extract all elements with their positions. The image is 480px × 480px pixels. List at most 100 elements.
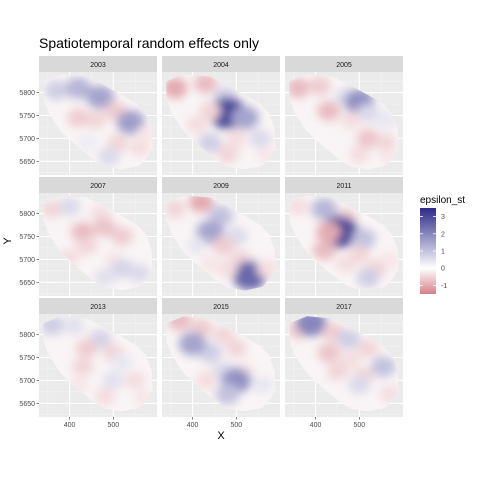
- effect-cell: [166, 77, 188, 99]
- effect-cell: [76, 339, 98, 358]
- facet-strip: [285, 298, 403, 314]
- effect-cell: [249, 129, 272, 148]
- effect-cell: [312, 240, 336, 261]
- effect-cell: [199, 101, 221, 120]
- x-tick-label: 500: [353, 422, 365, 429]
- random-effect-field: [166, 195, 276, 291]
- facet-label: 2004: [213, 62, 229, 69]
- effect-cell: [77, 134, 98, 152]
- effect-cell: [93, 268, 116, 287]
- x-tick-label: 400: [310, 422, 322, 429]
- effect-cell: [289, 197, 309, 216]
- effect-cell: [351, 228, 376, 250]
- effect-cell: [72, 357, 94, 376]
- legend: epsilon_st 3 2 1 0 -1: [420, 195, 465, 294]
- y-tick-label: 5700: [19, 257, 35, 264]
- legend-tick-label: 2: [441, 231, 445, 238]
- facet-strip: [162, 56, 280, 72]
- facet-strip: [39, 177, 157, 193]
- effect-cell: [252, 376, 273, 394]
- y-tick-label: 5700: [19, 136, 35, 143]
- effect-cell: [311, 198, 338, 220]
- facet-label: 2013: [90, 304, 106, 311]
- y-axis-title: Y: [2, 237, 14, 245]
- legend-title: epsilon_st: [420, 195, 465, 206]
- effect-cell: [186, 115, 208, 134]
- effect-cell: [196, 220, 224, 244]
- facet-label: 2009: [213, 183, 229, 190]
- effect-cell: [107, 133, 129, 152]
- effect-cell: [65, 77, 92, 99]
- effect-cell: [374, 133, 397, 152]
- effect-cell: [335, 255, 357, 273]
- effect-cell: [317, 101, 341, 121]
- facet-panel: 2007 5650 5700 5750 5800: [19, 177, 157, 296]
- facet-panel: 2005: [285, 56, 403, 175]
- facet-strip: [39, 56, 157, 72]
- effect-cell: [102, 371, 124, 390]
- facet-strip: [39, 298, 157, 314]
- effect-cell: [371, 356, 396, 378]
- effect-cell: [63, 316, 85, 335]
- effect-cell: [166, 200, 186, 219]
- effect-cell: [375, 111, 396, 129]
- facet-panel: 2011: [285, 177, 403, 296]
- x-tick-label: 500: [230, 422, 242, 429]
- effect-cell: [309, 76, 331, 96]
- effect-cell: [340, 351, 361, 369]
- effect-cell: [336, 329, 360, 350]
- effect-cell: [326, 362, 349, 381]
- effect-cell: [86, 85, 114, 109]
- y-tick-label: 5800: [19, 90, 35, 97]
- effect-cell: [111, 227, 133, 246]
- facet-panel: 2004: [162, 56, 280, 175]
- effect-cell: [85, 111, 107, 130]
- effect-cell: [317, 343, 340, 363]
- effect-cell: [212, 236, 235, 255]
- x-axis-title: X: [217, 430, 225, 442]
- x-tick-label: 500: [107, 422, 119, 429]
- facet-label: 2003: [90, 62, 106, 69]
- effect-cell: [217, 259, 238, 278]
- legend-tick-label: -1: [441, 283, 447, 290]
- random-effect-field: [43, 74, 153, 170]
- legend-tick-label: 3: [441, 214, 445, 221]
- effect-cell: [349, 145, 370, 164]
- x-tick-label: 400: [187, 422, 199, 429]
- random-effect-field: [289, 74, 399, 170]
- effect-cell: [67, 108, 90, 128]
- effect-cell: [348, 375, 371, 395]
- effect-cell: [110, 258, 134, 279]
- legend-colorbar: [420, 208, 436, 294]
- facet-label: 2011: [336, 183, 351, 190]
- facet-label: 2017: [336, 304, 352, 311]
- effect-cell: [200, 255, 221, 273]
- facet-panels: 2003 5650 5700 5750 5800 2004 2005 2007 5650 5700…: [19, 56, 403, 429]
- effect-cell: [357, 339, 379, 358]
- facet-strip: [285, 56, 403, 72]
- effect-cell: [212, 325, 234, 344]
- effect-cell: [93, 217, 116, 237]
- chart-title: Spatiotemporal random effects only: [39, 35, 259, 51]
- legend-tick-label: 1: [441, 249, 445, 256]
- facet-panel: 2015 400 500: [162, 298, 280, 429]
- random-effect-field: [166, 316, 276, 412]
- effect-cell: [226, 129, 247, 148]
- effect-cell: [186, 236, 208, 255]
- facet-panel: 2003 5650 5700 5750 5800: [19, 56, 157, 175]
- effect-cell: [124, 371, 146, 390]
- effect-cell: [194, 74, 218, 94]
- effect-cell: [128, 263, 151, 283]
- effect-cell: [316, 221, 341, 243]
- effect-cell: [357, 103, 379, 123]
- effect-cell: [198, 133, 222, 153]
- effect-cell: [178, 332, 207, 356]
- effect-cell: [129, 138, 150, 157]
- effect-cell: [356, 267, 380, 288]
- y-tick-label: 5800: [19, 332, 35, 339]
- facet-strip: [162, 177, 280, 193]
- x-tick-label: 400: [64, 422, 76, 429]
- y-tick-label: 5650: [19, 159, 35, 166]
- facet-strip: [162, 298, 280, 314]
- effect-cell: [98, 147, 120, 166]
